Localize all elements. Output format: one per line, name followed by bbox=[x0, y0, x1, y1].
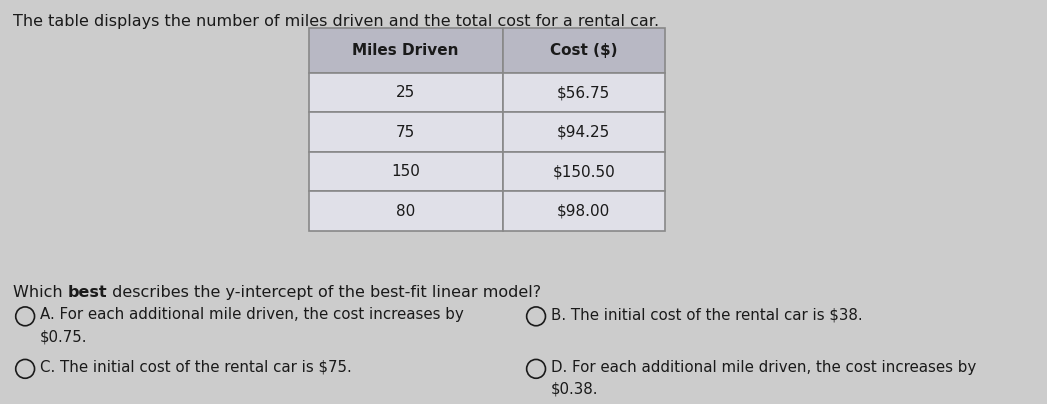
Bar bbox=[503, 152, 665, 191]
Bar bbox=[309, 191, 503, 231]
Text: $150.50: $150.50 bbox=[553, 164, 615, 179]
Text: Which: Which bbox=[13, 285, 67, 300]
Text: Cost ($): Cost ($) bbox=[550, 43, 618, 58]
Bar bbox=[309, 73, 503, 112]
Bar bbox=[309, 28, 503, 73]
Bar bbox=[503, 112, 665, 152]
Text: 25: 25 bbox=[396, 85, 416, 100]
Text: 80: 80 bbox=[396, 204, 416, 219]
Text: The table displays the number of miles driven and the total cost for a rental ca: The table displays the number of miles d… bbox=[13, 14, 659, 29]
Bar bbox=[309, 112, 503, 152]
Text: describes the y-intercept of the best-fit linear model?: describes the y-intercept of the best-fi… bbox=[107, 285, 541, 300]
Text: $0.75.: $0.75. bbox=[40, 329, 87, 344]
Text: $94.25: $94.25 bbox=[557, 124, 610, 140]
Text: $98.00: $98.00 bbox=[557, 204, 610, 219]
Bar bbox=[503, 73, 665, 112]
Text: 75: 75 bbox=[396, 124, 416, 140]
Text: best: best bbox=[67, 285, 107, 300]
Text: $56.75: $56.75 bbox=[557, 85, 610, 100]
Text: B. The initial cost of the rental car is $38.: B. The initial cost of the rental car is… bbox=[551, 307, 863, 322]
Bar bbox=[309, 152, 503, 191]
Text: Miles Driven: Miles Driven bbox=[353, 43, 459, 58]
Text: A. For each additional mile driven, the cost increases by: A. For each additional mile driven, the … bbox=[40, 307, 464, 322]
Text: $0.38.: $0.38. bbox=[551, 382, 598, 397]
Bar bbox=[503, 191, 665, 231]
Bar bbox=[503, 28, 665, 73]
Text: D. For each additional mile driven, the cost increases by: D. For each additional mile driven, the … bbox=[551, 360, 976, 375]
Text: 150: 150 bbox=[392, 164, 420, 179]
Text: C. The initial cost of the rental car is $75.: C. The initial cost of the rental car is… bbox=[40, 360, 352, 375]
